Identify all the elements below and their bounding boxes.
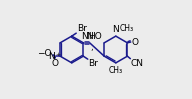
Text: −O: −O: [37, 49, 52, 58]
Text: Br: Br: [88, 59, 98, 68]
Text: N: N: [48, 52, 55, 61]
Text: CN: CN: [131, 59, 144, 68]
Text: O: O: [132, 38, 139, 47]
Text: CH₃: CH₃: [109, 66, 123, 75]
Text: HO: HO: [89, 32, 102, 41]
Text: N: N: [113, 25, 119, 34]
Text: O: O: [51, 59, 58, 68]
Text: N: N: [86, 32, 93, 41]
Text: N: N: [81, 32, 88, 41]
Text: Br: Br: [77, 24, 87, 33]
Text: ,: ,: [91, 43, 93, 52]
Text: CH₃: CH₃: [120, 24, 134, 33]
Text: +: +: [56, 52, 61, 57]
